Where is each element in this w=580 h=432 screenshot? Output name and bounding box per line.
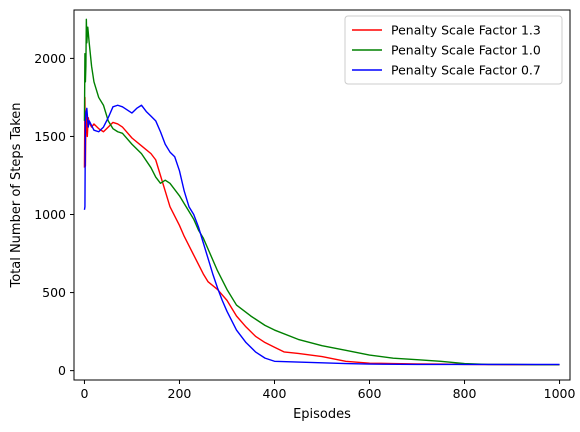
x-tick-label: 400 — [263, 386, 287, 401]
y-tick-label: 0 — [58, 363, 66, 378]
x-tick-label: 1000 — [544, 386, 576, 401]
legend-label-1: Penalty Scale Factor 1.3 — [391, 23, 541, 38]
x-tick-label: 600 — [358, 386, 382, 401]
x-tick-label: 200 — [168, 386, 192, 401]
legend: Penalty Scale Factor 1.3 Penalty Scale F… — [344, 15, 563, 85]
series-layer — [83, 18, 560, 366]
legend-box — [344, 15, 563, 85]
series-line-3 — [83, 104, 560, 366]
x-axis-label: Episodes — [293, 407, 351, 422]
series-line-1 — [83, 96, 560, 366]
y-tick-label: 500 — [42, 285, 66, 300]
legend-label-3: Penalty Scale Factor 0.7 — [391, 63, 541, 78]
x-axis: 0 200 400 600 800 1000 — [80, 380, 576, 401]
series-line-2 — [83, 18, 560, 366]
y-tick-label: 1500 — [34, 129, 66, 144]
y-axis: 0 500 1000 1500 2000 — [34, 51, 74, 378]
y-tick-label: 1000 — [34, 207, 66, 222]
x-tick-label: 0 — [80, 386, 88, 401]
y-axis-label: Total Number of Steps Taken — [9, 102, 24, 288]
plot-frame — [73, 9, 571, 381]
legend-label-2: Penalty Scale Factor 1.0 — [391, 43, 541, 58]
y-tick-label: 2000 — [34, 51, 66, 66]
x-tick-label: 800 — [453, 386, 477, 401]
